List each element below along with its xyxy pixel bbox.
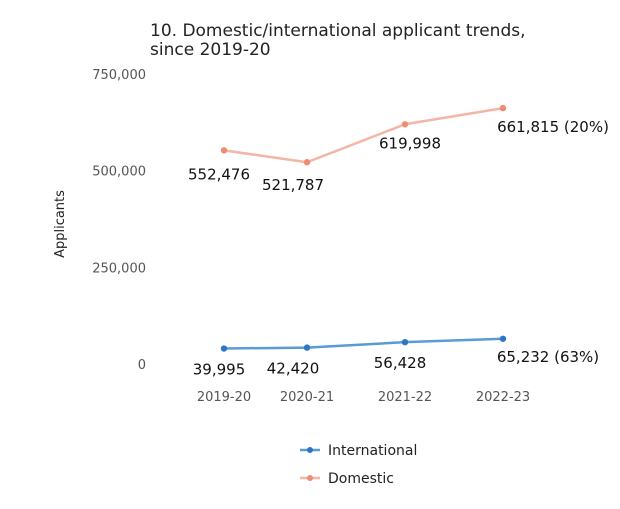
data-point — [401, 338, 409, 346]
series-line-international — [223, 337, 504, 350]
data-label: 39,995 — [193, 361, 246, 379]
data-point — [220, 147, 228, 154]
data-point — [401, 121, 409, 128]
legend-label: International — [328, 443, 417, 459]
x-tick-label: 2022-23 — [476, 390, 530, 405]
data-point — [499, 335, 507, 342]
data-label: 56,428 — [374, 354, 427, 372]
y-tick-label: 0 — [138, 358, 146, 373]
data-label: 42,420 — [267, 360, 320, 378]
y-axis-ticks: 0 250,000 500,000 750,000 — [92, 68, 146, 373]
x-tick-label: 2019-20 — [197, 390, 251, 405]
y-tick-label: 500,000 — [92, 165, 146, 180]
data-point — [220, 345, 228, 352]
data-label: 552,476 — [188, 165, 250, 183]
series-line-domestic — [223, 106, 504, 164]
y-tick-label: 750,000 — [92, 68, 146, 83]
data-point — [303, 344, 311, 351]
legend-label: Domestic — [328, 471, 394, 487]
legend-marker — [307, 475, 313, 481]
data-label: 521,787 — [262, 176, 324, 194]
y-axis-label: Applicants — [53, 190, 68, 258]
data-label: 661,815 (20%) — [497, 118, 609, 136]
y-tick-label: 250,000 — [92, 261, 146, 276]
legend-marker — [307, 447, 313, 453]
data-label: 65,232 (63%) — [497, 348, 599, 366]
series-layer: 39,995 42,420 56,428 65,232 (63%) 552,476 521… — [188, 104, 609, 379]
chart-title-line-1: 10. Domestic/international applicant tre… — [150, 21, 526, 41]
legend: International Domestic — [300, 443, 417, 487]
x-axis-ticks: 2019-20 2020-21 2021-22 2022-23 — [197, 390, 530, 405]
data-point — [499, 104, 507, 112]
chart-title-line-2: since 2019-20 — [150, 40, 271, 60]
x-tick-label: 2020-21 — [280, 390, 334, 405]
data-label: 619,998 — [379, 134, 441, 152]
x-tick-label: 2021-22 — [378, 390, 432, 405]
data-point — [303, 159, 311, 166]
